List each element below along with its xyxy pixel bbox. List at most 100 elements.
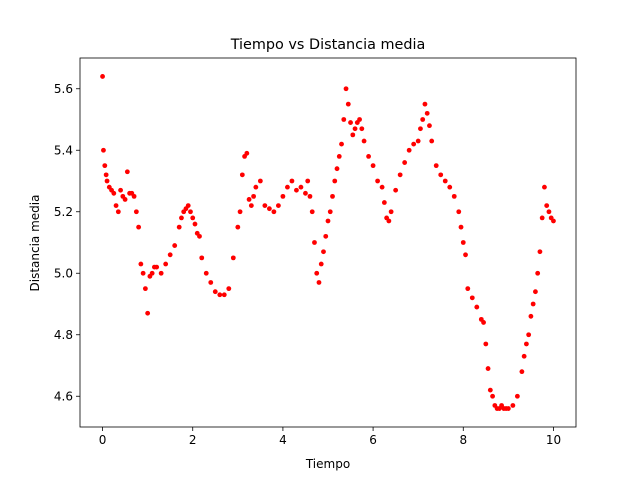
data-point [103, 172, 109, 178]
data-point [422, 101, 428, 107]
data-point [381, 200, 387, 205]
data-point [303, 190, 308, 196]
data-point [142, 286, 148, 292]
data-point [474, 304, 480, 310]
data-point [185, 203, 191, 209]
data-point [530, 301, 536, 307]
data-point [192, 221, 198, 227]
data-point [305, 178, 311, 184]
y-tick-label: 5.0 [54, 266, 73, 280]
data-point [167, 252, 173, 258]
y-tick-label: 4.8 [54, 328, 73, 342]
data-point [246, 197, 252, 202]
data-point [111, 190, 117, 196]
data-point [357, 117, 362, 122]
y-tick-label: 4.6 [54, 389, 73, 403]
data-point [406, 147, 412, 153]
data-point [115, 209, 121, 215]
data-point [352, 126, 358, 132]
data-point [131, 193, 137, 199]
data-point [325, 218, 331, 224]
data-point [537, 249, 543, 255]
data-point [533, 289, 538, 295]
data-point [388, 209, 394, 215]
data-point [343, 86, 349, 92]
data-point [101, 147, 106, 153]
x-tick-label: 8 [459, 433, 467, 447]
data-point [188, 209, 193, 215]
data-point [312, 240, 317, 245]
x-tick-label: 4 [279, 433, 287, 447]
data-point [348, 120, 353, 125]
data-point [190, 215, 196, 221]
data-point [330, 193, 335, 199]
data-point [212, 289, 218, 295]
data-point [307, 193, 313, 199]
data-point [154, 264, 160, 270]
data-point [375, 178, 380, 184]
data-point [323, 233, 329, 239]
data-point [257, 178, 263, 184]
chart-title: Tiempo vs Distancia media [230, 37, 426, 53]
data-point [113, 203, 119, 209]
data-point [266, 206, 272, 212]
data-point [350, 132, 356, 138]
data-point [271, 209, 277, 215]
data-point [442, 178, 448, 184]
data-point [334, 166, 340, 172]
data-point [524, 341, 529, 347]
data-point [490, 393, 495, 399]
data-point [280, 193, 286, 199]
data-point [318, 261, 324, 267]
data-point [341, 117, 347, 122]
data-point [197, 233, 202, 239]
data-point [393, 187, 399, 193]
data-point [237, 209, 243, 215]
data-point [483, 341, 489, 347]
data-point [332, 178, 338, 184]
data-point [505, 406, 511, 411]
data-point [217, 292, 223, 298]
data-point [526, 332, 532, 338]
data-point [285, 184, 290, 190]
x-tick-label: 10 [546, 433, 561, 447]
data-point [485, 366, 491, 371]
data-point [514, 393, 520, 399]
x-axis-label: Tiempo [305, 457, 350, 471]
data-point [221, 292, 227, 298]
data-point [510, 403, 516, 408]
data-point [460, 240, 466, 245]
axis-ticks: 0 2 4 6 8 10 4.6 4.8 5.0 5.2 5.4 5.6 [54, 82, 561, 447]
data-point [118, 187, 123, 193]
data-point [379, 184, 385, 190]
data-point [487, 387, 493, 393]
data-point [230, 255, 236, 261]
data-point [386, 218, 392, 224]
data-point [397, 172, 403, 178]
data-point [451, 193, 457, 199]
data-point [458, 224, 464, 230]
data-point [528, 313, 534, 319]
data-point [316, 280, 322, 285]
data-point [336, 154, 342, 159]
data-point [163, 261, 169, 267]
y-tick-label: 5.6 [54, 82, 73, 96]
data-point [415, 138, 421, 144]
data-point [203, 270, 209, 276]
data-point [433, 163, 439, 169]
data-point [251, 193, 256, 199]
data-point [429, 138, 435, 144]
data-point [176, 224, 182, 230]
data-points [100, 74, 556, 411]
data-point [226, 286, 232, 292]
data-point [321, 249, 326, 255]
data-point [208, 280, 214, 285]
y-tick-label: 5.2 [54, 205, 73, 219]
data-point [465, 286, 471, 292]
data-point [424, 110, 430, 116]
data-point [427, 123, 432, 129]
data-point [158, 270, 164, 276]
y-tick-label: 5.4 [54, 143, 73, 157]
